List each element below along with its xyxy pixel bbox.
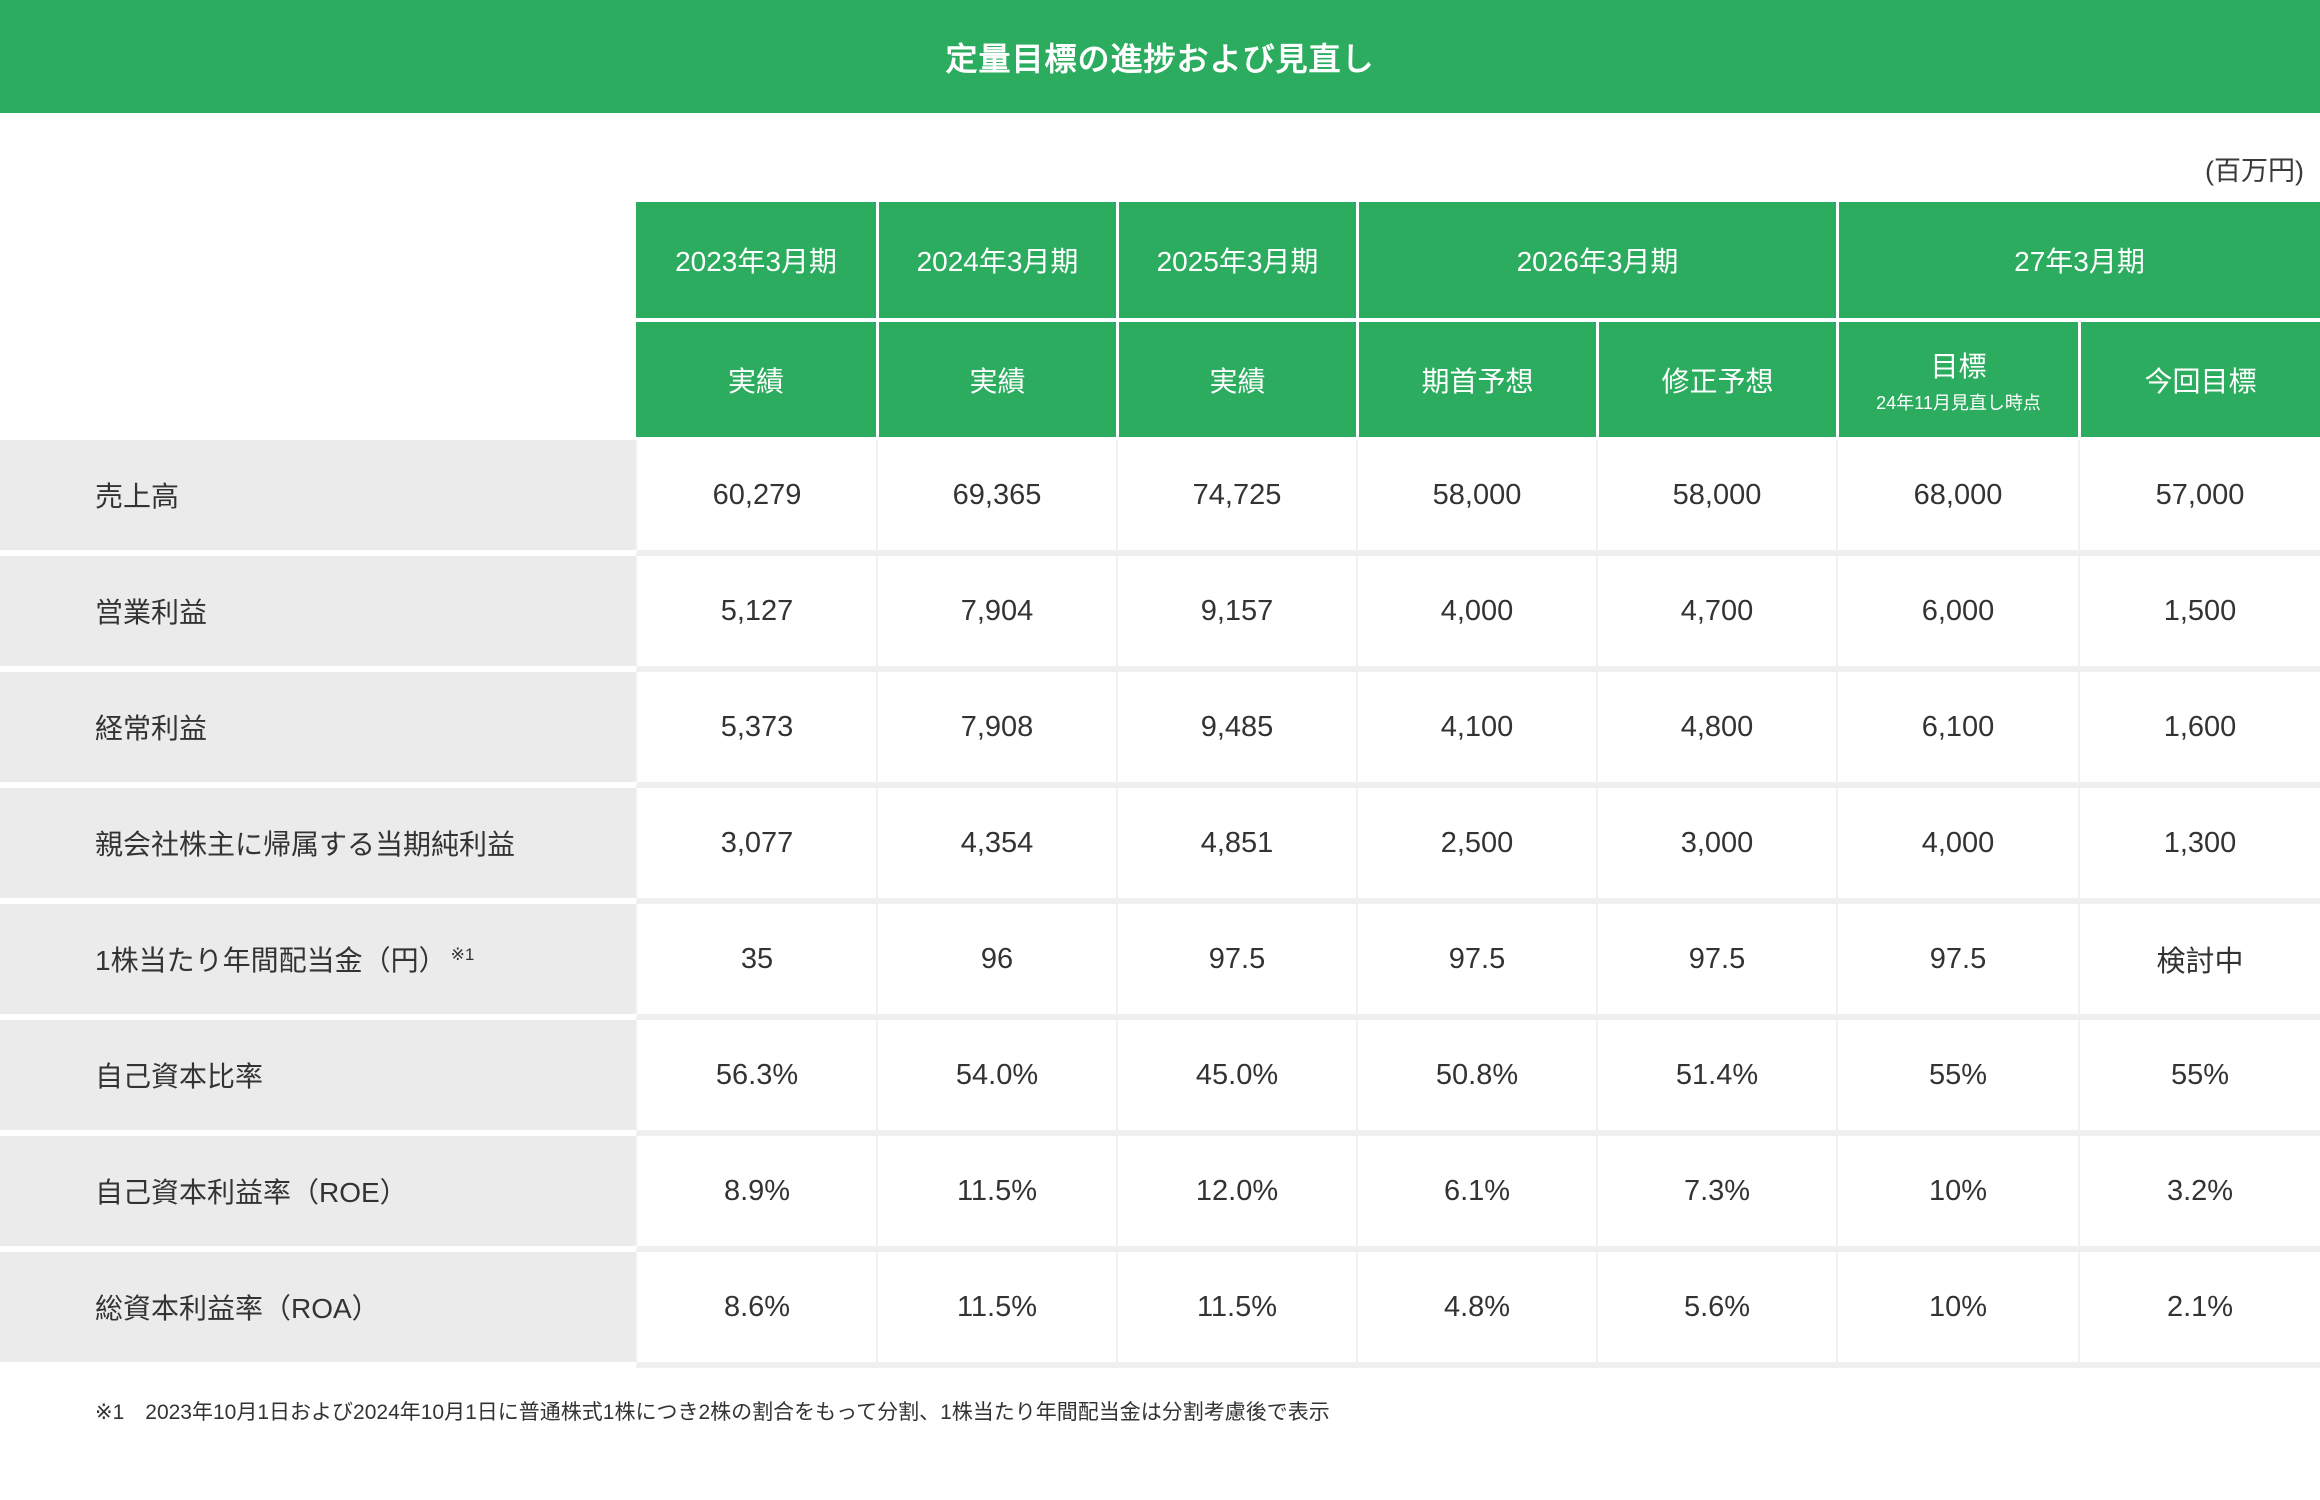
table-row-net-sales: 売上高 60,279 69,365 74,725 58,000 58,000 6… [0,440,2320,556]
row-label: 親会社株主に帰属する当期純利益 [0,788,636,904]
cell-value: 55% [1836,1020,2078,1136]
cell-value: 2,500 [1356,788,1596,904]
cell-value: 4,700 [1596,556,1836,672]
cell-value: 1,300 [2078,788,2320,904]
sub-header-actual-2023: 実績 [636,322,876,440]
cell-value: 69,365 [876,440,1116,556]
sub-header-target-nov24: 目標 24年11月見直し時点 [1836,322,2078,440]
sub-header-row: 実績 実績 実績 期首予想 修正予想 目標 24年11月見直し時点 今回目標 [0,322,2320,440]
table-row-equity-ratio: 自己資本比率 56.3% 54.0% 45.0% 50.8% 51.4% 55%… [0,1020,2320,1136]
table-row-net-income: 親会社株主に帰属する当期純利益 3,077 4,354 4,851 2,500 … [0,788,2320,904]
cell-value: 4,100 [1356,672,1596,788]
cell-value: 55% [2078,1020,2320,1136]
cell-value: 12.0% [1116,1136,1356,1252]
cell-value: 4,354 [876,788,1116,904]
cell-value: 97.5 [1356,904,1596,1020]
sub-header-target-label: 目標 [1930,350,1987,382]
table-row-roe: 自己資本利益率（ROE） 8.9% 11.5% 12.0% 6.1% 7.3% … [0,1136,2320,1252]
row-label: 1株当たり年間配当金（円） ※1 [0,904,636,1020]
cell-value: 57,000 [2078,440,2320,556]
cell-value: 4,000 [1356,556,1596,672]
cell-value: 7.3% [1596,1136,1836,1252]
cell-value: 50.8% [1356,1020,1596,1136]
cell-value: 11.5% [876,1252,1116,1368]
row-label: 総資本利益率（ROA） [0,1252,636,1368]
table-row-operating-income: 営業利益 5,127 7,904 9,157 4,000 4,700 6,000… [0,556,2320,672]
row-label: 営業利益 [0,556,636,672]
cell-value: 4,000 [1836,788,2078,904]
row-label: 自己資本比率 [0,1020,636,1136]
cell-value: 7,904 [876,556,1116,672]
table-row-roa: 総資本利益率（ROA） 8.6% 11.5% 11.5% 4.8% 5.6% 1… [0,1252,2320,1368]
sub-header-target-sublabel: 24年11月見直し時点 [1876,392,2041,413]
cell-value: 58,000 [1356,440,1596,556]
sub-header-revised-forecast: 修正予想 [1596,322,1836,440]
unit-label: (百万円) [2205,156,2304,186]
cell-value: 3.2% [2078,1136,2320,1252]
cell-value: 検討中 [2078,904,2320,1020]
cell-value: 97.5 [1596,904,1836,1020]
sub-header-actual-2025: 実績 [1116,322,1356,440]
cell-value: 5,373 [636,672,876,788]
cell-value: 96 [876,904,1116,1020]
page-title: 定量目標の進捗および見直し [945,40,1375,77]
cell-value: 4,800 [1596,672,1836,788]
cell-value: 68,000 [1836,440,2078,556]
year-header-2023: 2023年3月期 [636,202,876,322]
cell-value: 3,000 [1596,788,1836,904]
cell-value: 4.8% [1356,1252,1596,1368]
footnote: ※1 2023年10月1日および2024年10月1日に普通株式1株につき2株の割… [95,1401,1330,1424]
cell-value: 5.6% [1596,1252,1836,1368]
row-label: 経常利益 [0,672,636,788]
year-header-row: 2023年3月期 2024年3月期 2025年3月期 2026年3月期 27年3… [0,202,2320,322]
kpi-table: 2023年3月期 2024年3月期 2025年3月期 2026年3月期 27年3… [0,202,2320,1368]
row-label: 売上高 [0,440,636,556]
cell-value: 6.1% [1356,1136,1596,1252]
cell-value: 11.5% [876,1136,1116,1252]
year-header-2026: 2026年3月期 [1356,202,1836,322]
corner-cell [0,322,636,440]
cell-value: 54.0% [876,1020,1116,1136]
cell-value: 3,077 [636,788,876,904]
cell-value: 10% [1836,1252,2078,1368]
year-header-2024: 2024年3月期 [876,202,1116,322]
cell-value: 60,279 [636,440,876,556]
cell-value: 4,851 [1116,788,1356,904]
cell-value: 58,000 [1596,440,1836,556]
cell-value: 56.3% [636,1020,876,1136]
cell-value: 6,100 [1836,672,2078,788]
cell-value: 35 [636,904,876,1020]
sub-header-actual-2024: 実績 [876,322,1116,440]
cell-value: 8.9% [636,1136,876,1252]
cell-value: 6,000 [1836,556,2078,672]
cell-value: 1,600 [2078,672,2320,788]
year-header-2027: 27年3月期 [1836,202,2320,322]
cell-value: 9,485 [1116,672,1356,788]
cell-value: 5,127 [636,556,876,672]
cell-value: 11.5% [1116,1252,1356,1368]
cell-value: 97.5 [1836,904,2078,1020]
title-bar: 定量目標の進捗および見直し [0,0,2320,113]
row-label: 自己資本利益率（ROE） [0,1136,636,1252]
cell-value: 74,725 [1116,440,1356,556]
year-header-2025: 2025年3月期 [1116,202,1356,322]
sub-header-current-target: 今回目標 [2078,322,2320,440]
cell-value: 97.5 [1116,904,1356,1020]
sub-header-initial-forecast: 期首予想 [1356,322,1596,440]
table-row-dividend: 1株当たり年間配当金（円） ※1 35 96 97.5 97.5 97.5 97.… [0,904,2320,1020]
corner-cell [0,202,636,322]
cell-value: 2.1% [2078,1252,2320,1368]
cell-value: 45.0% [1116,1020,1356,1136]
cell-value: 1,500 [2078,556,2320,672]
cell-value: 10% [1836,1136,2078,1252]
cell-value: 51.4% [1596,1020,1836,1136]
footnote-marker: ※1 [450,944,475,964]
cell-value: 7,908 [876,672,1116,788]
row-label-text: 1株当たり年間配当金（円） [95,945,447,976]
cell-value: 8.6% [636,1252,876,1368]
table-row-ordinary-income: 経常利益 5,373 7,908 9,485 4,100 4,800 6,100… [0,672,2320,788]
cell-value: 9,157 [1116,556,1356,672]
